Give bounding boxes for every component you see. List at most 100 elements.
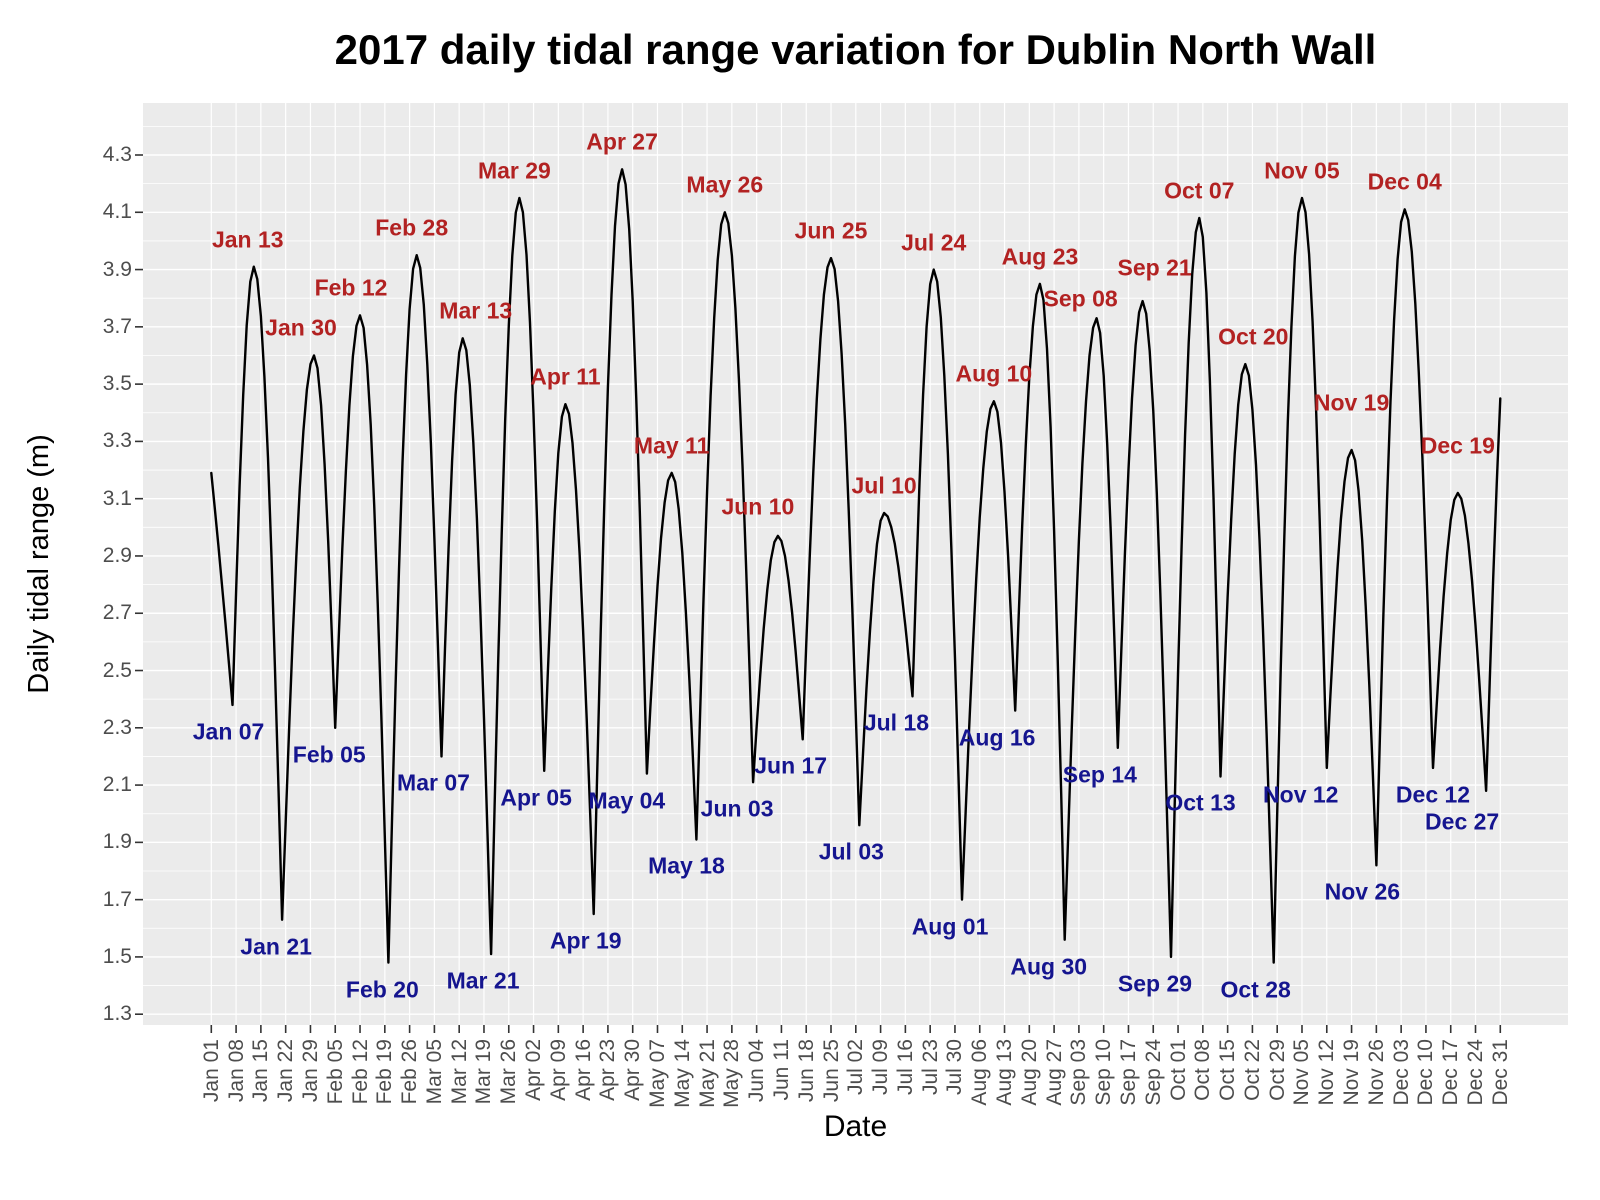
peak-label-Sep-08: Sep 08 [1043, 285, 1118, 312]
x-tick-label: Sep 10 [1092, 1039, 1116, 1106]
trough-label-Mar-07: Mar 07 [397, 769, 470, 796]
peak-label-Oct-20: Oct 20 [1218, 323, 1289, 350]
peak-label-Dec-04: Dec 04 [1367, 168, 1442, 195]
x-tick-label: Dec 24 [1464, 1039, 1487, 1106]
x-tick-label: Jul 23 [918, 1039, 942, 1096]
trough-label-Jun-17: Jun 17 [754, 752, 828, 779]
x-tick-label: Oct 08 [1191, 1039, 1215, 1101]
y-tick-label: 3.1 [102, 486, 132, 510]
peak-label-Dec-19: Dec 19 [1420, 432, 1495, 459]
trough-label-Apr-05: Apr 05 [500, 784, 572, 811]
x-tick-label: Jan 22 [274, 1039, 298, 1103]
trough-label-Sep-29: Sep 29 [1117, 970, 1193, 997]
trough-label-Aug-30: Aug 30 [1010, 953, 1088, 980]
x-tick-label: May 14 [670, 1039, 694, 1108]
y-tick-label: 2.5 [102, 658, 132, 682]
trough-label-Jul-03: Jul 03 [818, 838, 884, 865]
y-tick-label: 2.3 [102, 715, 132, 739]
peak-label-May-26: May 26 [686, 171, 764, 198]
trough-label-Jan-07: Jan 07 [192, 718, 265, 745]
trough-label-Nov-26: Nov 26 [1324, 878, 1401, 905]
y-tick-label: 1.7 [102, 887, 132, 911]
y-tick-label: 4.3 [102, 143, 132, 166]
x-tick-label: Jan 29 [298, 1039, 322, 1103]
x-tick-label: Nov 26 [1364, 1039, 1388, 1106]
chart-title: 2017 daily tidal range variation for Dub… [334, 26, 1377, 73]
x-tick-label: Feb 12 [348, 1039, 372, 1105]
trough-label-Mar-21: Mar 21 [446, 967, 520, 994]
x-tick-label: Dec 31 [1488, 1039, 1512, 1106]
peak-label-Mar-29: Mar 29 [477, 157, 551, 184]
x-tick-label: Aug 27 [1042, 1039, 1066, 1106]
peak-label-Aug-10: Aug 10 [955, 360, 1033, 387]
x-tick-label: Apr 02 [522, 1039, 546, 1101]
x-tick-label: Sep 03 [1067, 1039, 1091, 1106]
trough-label-May-04: May 04 [588, 787, 666, 814]
peak-label-Feb-28: Feb 28 [375, 214, 449, 241]
tidal-range-line [210, 168, 1502, 964]
peak-label-Jan-13: Jan 13 [211, 226, 284, 253]
x-tick-label: May 28 [720, 1039, 744, 1108]
x-tick-label: Oct 01 [1166, 1039, 1190, 1101]
x-tick-label: Apr 23 [596, 1039, 620, 1101]
x-tick-label: Nov 05 [1290, 1039, 1314, 1106]
x-tick-label: Oct 29 [1265, 1039, 1289, 1101]
trough-label-Feb-20: Feb 20 [345, 976, 419, 1003]
x-tick-label: Jun 11 [769, 1039, 793, 1101]
x-tick-label: Jul 30 [943, 1039, 967, 1096]
x-tick-label: Mar 12 [447, 1039, 471, 1105]
x-tick-label: Sep 24 [1141, 1039, 1165, 1106]
trough-label-Jan-21: Jan 21 [240, 933, 312, 960]
trough-label-Oct-13: Oct 13 [1165, 789, 1236, 816]
x-tick-label: Apr 16 [571, 1039, 595, 1101]
x-tick-label: Jun 25 [819, 1039, 843, 1103]
y-tick-label: 3.7 [102, 314, 132, 338]
trough-label-Aug-01: Aug 01 [911, 913, 989, 940]
x-tick-label: Feb 26 [398, 1039, 422, 1105]
trough-label-Nov-12: Nov 12 [1263, 781, 1339, 808]
peak-label-Feb-12: Feb 12 [314, 274, 388, 301]
peak-label-Jul-24: Jul 24 [901, 229, 967, 256]
y-tick-label: 3.3 [102, 429, 132, 453]
x-tick-label: Mar 26 [497, 1039, 521, 1105]
x-tick-label: May 21 [695, 1039, 719, 1108]
x-tick-label: Jul 09 [869, 1039, 893, 1096]
x-tick-label: Feb 19 [373, 1039, 397, 1105]
x-tick-label: Mar 05 [422, 1039, 446, 1105]
y-tick-label: 2.1 [102, 773, 132, 797]
peak-label-Apr-27: Apr 27 [586, 128, 658, 155]
trough-label-May-18: May 18 [648, 852, 725, 879]
x-tick-label: Jul 16 [893, 1039, 917, 1096]
x-tick-label: Apr 30 [621, 1039, 645, 1101]
x-tick-label: Jun 04 [745, 1039, 769, 1103]
peak-label-Jun-10: Jun 10 [721, 493, 795, 520]
x-tick-label: May 07 [645, 1039, 669, 1108]
x-tick-label: Mar 19 [472, 1039, 496, 1105]
y-tick-label: 2.9 [102, 543, 132, 567]
x-tick-label: Nov 12 [1315, 1039, 1339, 1106]
trough-label-Jun-03: Jun 03 [700, 795, 774, 822]
trough-label-Jul-18: Jul 18 [863, 709, 930, 736]
peak-label-Oct-07: Oct 07 [1164, 177, 1235, 204]
peak-label-Nov-05: Nov 05 [1264, 157, 1340, 184]
y-tick-label: 3.5 [102, 372, 132, 396]
y-tick-label: 2.7 [102, 601, 132, 625]
x-tick-label: Feb 05 [323, 1039, 347, 1105]
x-tick-label: Aug 20 [1017, 1039, 1041, 1106]
x-tick-label: Dec 10 [1414, 1039, 1438, 1106]
x-tick-label: Oct 15 [1216, 1039, 1240, 1101]
trough-label-Sep-14: Sep 14 [1062, 761, 1137, 788]
peak-label-Sep-21: Sep 21 [1117, 254, 1192, 281]
x-tick-label: Jan 01 [199, 1039, 223, 1103]
peak-label-Mar-13: Mar 13 [439, 297, 513, 324]
x-tick-label: Dec 03 [1389, 1039, 1413, 1106]
peak-label-Jul-10: Jul 10 [851, 472, 917, 499]
peak-label-Jun-25: Jun 25 [794, 217, 868, 244]
x-axis-title: Date [823, 1110, 888, 1143]
peak-label-Jan-30: Jan 30 [265, 314, 337, 341]
x-tick-label: Jan 15 [249, 1039, 273, 1103]
peak-label-Nov-19: Nov 19 [1313, 389, 1390, 416]
x-tick-label: Jan 08 [224, 1039, 248, 1103]
